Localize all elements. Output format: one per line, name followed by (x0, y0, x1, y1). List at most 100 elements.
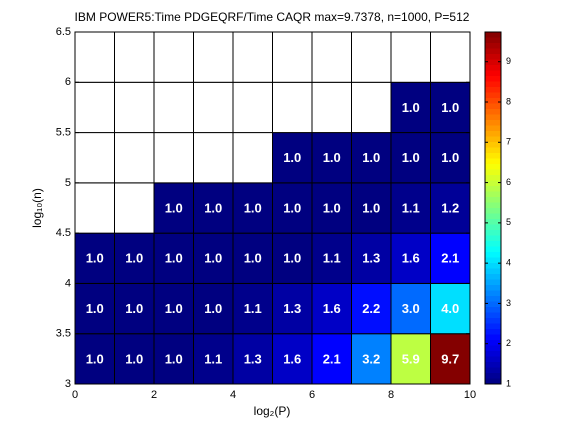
colorbar-segment (485, 169, 501, 176)
cell-label: 1.0 (441, 150, 459, 165)
cell (272, 182, 313, 234)
x-tick-label: 10 (464, 389, 476, 401)
colorbar-segment (485, 208, 501, 214)
colorbar-segment (485, 318, 501, 324)
cell-label: 2.2 (362, 301, 380, 316)
cell-label: 1.0 (125, 351, 143, 366)
colorbar-segment (485, 54, 501, 60)
colorbar-segment (485, 98, 501, 104)
y-axis-label: log₁₀(n) (30, 188, 44, 228)
colorbar-segment (485, 356, 501, 363)
colorbar-segment (485, 191, 501, 198)
cell-label: 5.9 (402, 351, 420, 366)
cell-label: 1.0 (283, 150, 301, 165)
colorbar-segment (485, 43, 501, 49)
colorbar-segment (485, 186, 501, 192)
colorbar-segment (485, 241, 501, 247)
cell-label: 1.0 (323, 150, 341, 165)
colorbar-segment (485, 197, 501, 203)
cell (390, 232, 431, 284)
y-tick-label: 4.5 (56, 227, 71, 239)
chart-title: IBM POWER5:Time PDGEQRF/Time CAQR max=9.… (75, 10, 470, 24)
empty-cell (74, 182, 115, 234)
y-tick-label: 5.5 (56, 126, 71, 138)
colorbar-segment (485, 230, 501, 236)
colorbar-segment (485, 114, 501, 121)
colorbar-tick-label: 3 (506, 298, 511, 308)
colorbar-tick-label: 4 (506, 258, 511, 268)
y-tick-label: 3.5 (56, 328, 71, 340)
colorbar-segment (485, 274, 501, 280)
colorbar-segment (485, 329, 501, 335)
cell (74, 333, 115, 385)
x-tick-label: 4 (230, 389, 236, 401)
empty-cell (430, 31, 471, 83)
colorbar-segment (485, 32, 501, 38)
cell-label: 1.6 (402, 251, 420, 266)
colorbar-segment (485, 125, 501, 132)
cell-label: 1.0 (165, 351, 183, 366)
cell-label: 3.0 (402, 301, 420, 316)
empty-cell (311, 31, 352, 83)
cell (114, 282, 155, 335)
colorbar-tick-label: 6 (506, 177, 511, 187)
colorbar-segment (485, 142, 501, 148)
colorbar-segment (485, 109, 501, 115)
colorbar-segment (485, 285, 501, 291)
empty-cell (311, 81, 352, 134)
colorbar-segment (485, 131, 501, 137)
colorbar-segment (485, 340, 501, 346)
cell (430, 182, 471, 234)
cell-label: 1.0 (125, 301, 143, 316)
colorbar-segment (485, 219, 501, 225)
colorbar-segment (485, 373, 501, 379)
colorbar-segment (485, 362, 501, 368)
cell-label: 1.0 (244, 200, 262, 215)
cell-label: 1.1 (402, 200, 420, 215)
colorbar-segment (485, 158, 501, 165)
colorbar-segment (485, 48, 501, 55)
empty-cell (114, 132, 155, 184)
cell (390, 132, 431, 184)
colorbar-tick-label: 5 (506, 217, 511, 227)
colorbar-segment (485, 246, 501, 253)
cell (351, 282, 392, 335)
empty-cell (193, 31, 234, 83)
colorbar-segment (485, 202, 501, 209)
colorbar-tick-label: 8 (506, 96, 511, 106)
x-tick-label: 0 (72, 389, 78, 401)
colorbar-segment (485, 37, 501, 44)
cell-label: 1.0 (165, 301, 183, 316)
colorbar-segment (485, 213, 501, 220)
colorbar-segment (485, 92, 501, 99)
cell-label: 1.0 (86, 351, 104, 366)
cell-label: 1.1 (323, 251, 341, 266)
cell-label: 1.2 (441, 200, 459, 215)
colorbar-segment (485, 235, 501, 242)
cell (430, 333, 471, 385)
colorbar-segment (485, 367, 501, 374)
colorbar-segment (485, 59, 501, 66)
colorbar-segment (485, 351, 501, 357)
cell-label: 2.1 (323, 351, 341, 366)
cell (74, 232, 115, 284)
cell (351, 333, 392, 385)
empty-cell (114, 182, 155, 234)
plot-frame (74, 31, 471, 385)
colorbar-segment (485, 263, 501, 269)
colorbar-segment (485, 70, 501, 77)
cell (114, 333, 155, 385)
cell-label: 3.2 (362, 351, 380, 366)
cell (351, 132, 392, 184)
y-tick-label: 6.5 (56, 26, 71, 38)
y-tick-label: 6 (65, 76, 71, 88)
colorbar-tick-label: 7 (506, 137, 511, 147)
cell-label: 1.0 (402, 100, 420, 115)
cell-label: 1.0 (283, 251, 301, 266)
empty-cell (74, 31, 115, 83)
cell-label: 1.0 (362, 150, 380, 165)
colorbar-segment (485, 81, 501, 88)
empty-cell (351, 81, 392, 134)
empty-cell (232, 81, 273, 134)
